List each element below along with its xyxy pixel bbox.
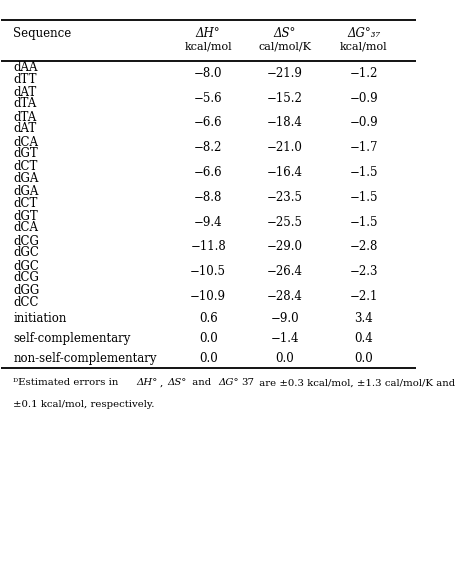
Text: −6.6: −6.6 [194, 116, 222, 129]
Text: dGC: dGC [13, 246, 39, 259]
Text: dGC: dGC [13, 259, 39, 272]
Text: −1.5: −1.5 [349, 191, 378, 204]
Text: −1.2: −1.2 [350, 67, 378, 80]
Text: −11.8: −11.8 [190, 241, 226, 254]
Text: ,: , [160, 379, 166, 388]
Text: 0.0: 0.0 [275, 352, 294, 365]
Text: ΔS°: ΔS° [274, 27, 296, 40]
Text: dCA: dCA [13, 221, 38, 234]
Text: Sequence: Sequence [13, 27, 72, 40]
Text: dGA: dGA [13, 172, 38, 185]
Text: −9.0: −9.0 [271, 312, 299, 325]
Text: −2.1: −2.1 [350, 290, 378, 303]
Text: dAT: dAT [13, 122, 36, 135]
Text: dAA: dAA [13, 61, 37, 74]
Text: −2.3: −2.3 [349, 266, 378, 279]
Text: −1.4: −1.4 [271, 332, 299, 345]
Text: −1.5: −1.5 [349, 166, 378, 179]
Text: −21.9: −21.9 [267, 67, 303, 80]
Text: 0.4: 0.4 [355, 332, 373, 345]
Text: −8.0: −8.0 [194, 67, 222, 80]
Text: −10.9: −10.9 [190, 290, 226, 303]
Text: −10.5: −10.5 [190, 266, 226, 279]
Text: −18.4: −18.4 [267, 116, 303, 129]
Text: and: and [189, 379, 215, 388]
Text: self-complementary: self-complementary [13, 332, 130, 345]
Text: dTA: dTA [13, 111, 36, 124]
Text: ±0.1 kcal/mol, respectively.: ±0.1 kcal/mol, respectively. [13, 399, 155, 408]
Text: ΔG°: ΔG° [218, 379, 238, 388]
Text: −0.9: −0.9 [349, 116, 378, 129]
Text: are ±0.3 kcal/mol, ±1.3 cal/mol/K and: are ±0.3 kcal/mol, ±1.3 cal/mol/K and [256, 379, 455, 388]
Text: ΔH°: ΔH° [196, 27, 220, 40]
Text: −1.7: −1.7 [349, 141, 378, 154]
Text: −1.5: −1.5 [349, 216, 378, 229]
Text: 37: 37 [241, 379, 254, 388]
Text: 0.0: 0.0 [199, 352, 218, 365]
Text: −26.4: −26.4 [267, 266, 303, 279]
Text: −9.4: −9.4 [194, 216, 222, 229]
Text: dGA: dGA [13, 185, 38, 198]
Text: dCT: dCT [13, 160, 37, 173]
Text: ΔG°₃₇: ΔG°₃₇ [347, 27, 381, 40]
Text: −15.2: −15.2 [267, 92, 303, 105]
Text: 0.0: 0.0 [199, 332, 218, 345]
Text: non-self-complementary: non-self-complementary [13, 352, 156, 365]
Text: kcal/mol: kcal/mol [340, 41, 388, 51]
Text: 3.4: 3.4 [355, 312, 373, 325]
Text: −0.9: −0.9 [349, 92, 378, 105]
Text: dCG: dCG [13, 235, 39, 248]
Text: cal/mol/K: cal/mol/K [258, 41, 311, 51]
Text: ΔS°: ΔS° [167, 379, 187, 388]
Text: dCG: dCG [13, 271, 39, 284]
Text: dCC: dCC [13, 296, 39, 309]
Text: 0.0: 0.0 [355, 352, 373, 365]
Text: −2.8: −2.8 [350, 241, 378, 254]
Text: ᴰEstimated errors in: ᴰEstimated errors in [13, 379, 122, 388]
Text: −6.6: −6.6 [194, 166, 222, 179]
Text: −16.4: −16.4 [267, 166, 303, 179]
Text: −29.0: −29.0 [267, 241, 303, 254]
Text: dCA: dCA [13, 136, 38, 149]
Text: −23.5: −23.5 [267, 191, 303, 204]
Text: −25.5: −25.5 [267, 216, 303, 229]
Text: −21.0: −21.0 [267, 141, 303, 154]
Text: ΔH°: ΔH° [136, 379, 157, 388]
Text: dCT: dCT [13, 197, 37, 210]
Text: −5.6: −5.6 [194, 92, 222, 105]
Text: dTT: dTT [13, 73, 36, 86]
Text: dGT: dGT [13, 210, 38, 223]
Text: dGT: dGT [13, 147, 38, 160]
Text: −8.8: −8.8 [194, 191, 222, 204]
Text: −8.2: −8.2 [194, 141, 222, 154]
Text: 0.6: 0.6 [199, 312, 218, 325]
Text: dAT: dAT [13, 86, 36, 99]
Text: −28.4: −28.4 [267, 290, 303, 303]
Text: dGG: dGG [13, 284, 39, 297]
Text: initiation: initiation [13, 312, 66, 325]
Text: kcal/mol: kcal/mol [184, 41, 232, 51]
Text: dTA: dTA [13, 97, 36, 110]
